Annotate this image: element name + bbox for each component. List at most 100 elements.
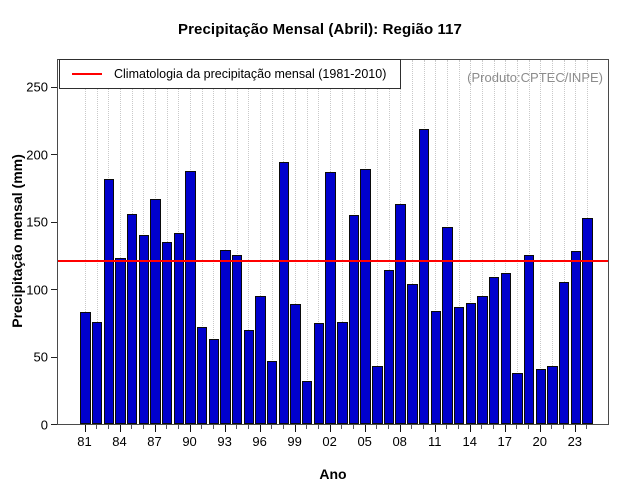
bar-1996 [255,295,266,424]
bar-2023 [570,251,581,424]
legend-line-swatch [72,73,102,75]
x-axis-tick [236,425,238,429]
bar-2007 [383,270,395,424]
bar-1984 [115,258,126,424]
chart-title: Precipitação Mensal (Abril): Região 117 [178,21,462,38]
gridline [271,60,273,424]
x-axis-tick [177,425,179,429]
bar-1995 [243,329,255,424]
gridline [505,60,507,424]
bar-2018 [512,372,523,424]
legend-label: Climatologia da precipitação mensal (198… [114,67,387,81]
bar-1991 [197,326,208,424]
bar-2001 [313,322,325,424]
y-tick-label: 150 [26,214,48,230]
x-axis-tick [341,425,343,429]
x-axis-tick [317,425,319,429]
legend: Climatologia da precipitação mensal (198… [59,59,402,89]
gridline [528,60,530,424]
gridline [260,60,262,424]
y-axis-tick [51,424,57,425]
x-axis-tick [411,425,413,429]
x-axis-tick [434,425,436,432]
bar-2011 [430,310,441,424]
x-tick-label: 23 [567,434,583,449]
bar-1985 [126,213,138,424]
gridline [435,60,437,424]
plot-area: Climatologia da precipitação mensal (198… [57,59,609,425]
gridline [563,60,565,424]
bar-1997 [267,360,278,424]
bar-2003 [337,321,348,424]
bar-2009 [407,283,418,424]
gridline [458,60,460,424]
bar-2022 [558,282,570,424]
bar-1999 [290,304,301,424]
x-axis-tick [247,425,249,429]
bar-1981 [80,312,91,424]
x-axis-tick [154,425,156,432]
x-axis-tick [458,425,460,429]
x-tick-label: 93 [217,434,232,449]
gridline [248,60,250,424]
x-axis-tick [563,425,565,429]
x-axis-tick [329,425,331,432]
gridline [236,60,238,424]
bar-2024 [582,217,593,424]
x-axis-tick [423,425,425,429]
bar-1983 [103,178,115,424]
y-tick-label: 0 [40,417,48,432]
x-axis-tick [96,425,98,429]
bar-1986 [138,235,150,424]
x-axis-tick [212,425,214,429]
bar-1994 [232,255,243,424]
gridline [388,60,390,424]
gridline [470,60,472,424]
x-axis-tick [493,425,495,429]
bar-2016 [488,277,500,424]
x-axis-tick [166,425,168,429]
x-axis-tick [353,425,354,429]
y-axis-tick [51,221,57,223]
x-tick-label: 02 [322,434,337,449]
gridline [318,60,320,424]
y-tick-label: 250 [26,79,48,95]
x-axis-tick [574,425,576,432]
gridline [85,60,86,424]
gridline [225,60,227,424]
bar-2006 [372,366,383,424]
gridline [551,60,553,424]
x-axis-tick [259,425,261,432]
bar-2002 [325,171,336,424]
x-axis-tick [446,425,448,429]
x-tick-label: 14 [462,434,477,449]
x-tick-label: 90 [182,434,197,449]
x-tick-label: 17 [497,434,512,449]
x-tick-label: 96 [252,434,267,449]
x-axis-tick [131,425,133,429]
bar-2019 [523,255,535,424]
bar-2014 [465,302,476,424]
x-axis-tick [201,425,203,429]
x-axis-tick [306,425,308,429]
gridline [306,60,308,424]
x-axis-tick [516,425,518,429]
climatology-line [58,259,608,262]
x-axis-tick [388,425,390,429]
product-annotation: (Produto:CPTEC/INPE) [467,70,603,85]
gridline [96,60,98,424]
y-axis-tick [51,154,57,156]
x-axis-tick [504,425,506,432]
bar-1998 [278,162,290,424]
x-axis-tick [294,425,296,432]
x-tick-label: 05 [357,434,372,449]
bar-2013 [453,306,465,424]
gridline [341,60,343,424]
x-axis-tick [282,425,284,429]
x-tick-label: 08 [392,434,407,449]
x-axis-tick [189,425,191,432]
gridline [295,60,297,424]
bar-2010 [418,128,430,424]
x-axis-tick [84,425,86,432]
